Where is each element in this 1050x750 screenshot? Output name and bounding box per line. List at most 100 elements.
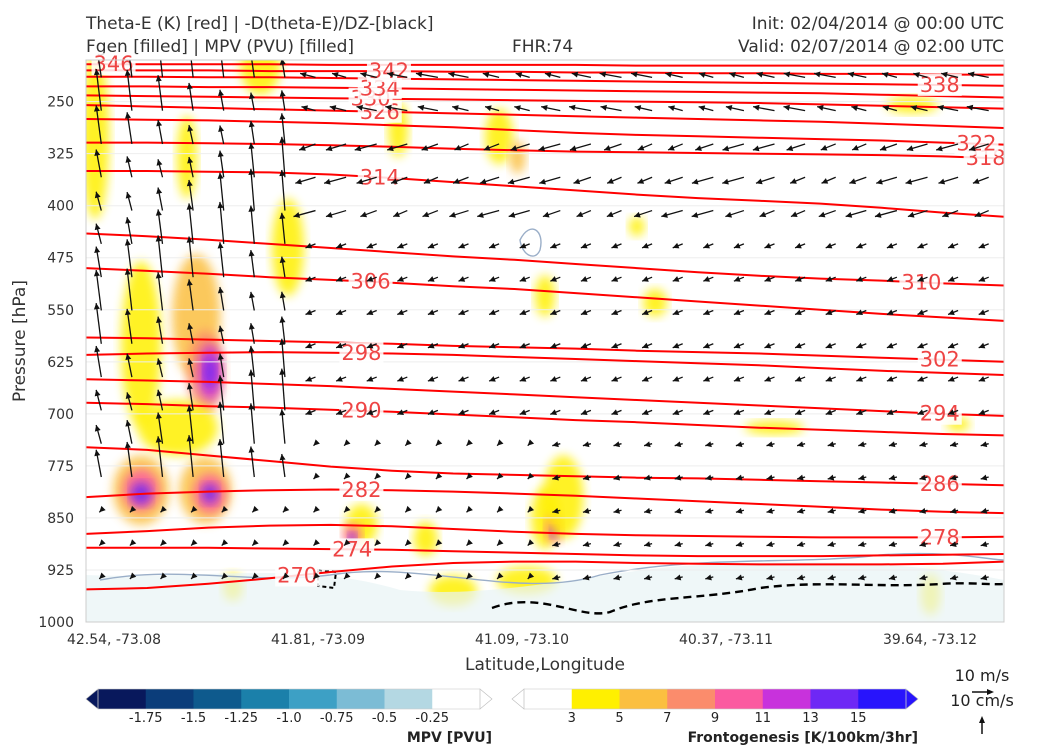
wind-vector-head bbox=[94, 389, 101, 397]
wind-vector-head bbox=[582, 541, 590, 548]
wind-vector-head bbox=[313, 439, 320, 446]
wind-vector-head bbox=[886, 242, 894, 249]
wind-vector-head bbox=[642, 376, 649, 382]
theta-e-label: 310 bbox=[901, 270, 941, 294]
wind-vector-head bbox=[919, 541, 927, 548]
stability-dashed-contour bbox=[491, 582, 1004, 615]
wind-vector-head bbox=[852, 144, 859, 151]
wind-vector-head bbox=[93, 303, 100, 310]
wind-vector-head bbox=[542, 211, 550, 218]
wind-vector-head bbox=[187, 157, 194, 164]
wind-vector-head bbox=[344, 572, 351, 579]
mpv-colorbar-tick: -0.5 bbox=[372, 711, 397, 726]
mpv-colorbar-tick: -1.75 bbox=[129, 711, 163, 726]
wind-vector-head bbox=[249, 53, 255, 59]
wind-vector-head bbox=[186, 383, 193, 390]
wind-vector-head bbox=[124, 441, 131, 449]
wind-vector-head bbox=[489, 309, 496, 316]
theta-e-contour bbox=[86, 401, 1004, 437]
wind-vector-head bbox=[948, 242, 955, 249]
wind-vector-head bbox=[759, 211, 767, 218]
wind-vector-head bbox=[703, 309, 710, 316]
wind-vector-head bbox=[856, 309, 863, 316]
wind-vector-head bbox=[905, 178, 913, 185]
wind-vector-head bbox=[360, 71, 367, 78]
wind-vector-head bbox=[397, 276, 404, 282]
theta-e-label-bg bbox=[899, 271, 944, 294]
wind-vector-head bbox=[479, 178, 487, 185]
wind-vector-head bbox=[827, 441, 835, 448]
wind-vector-head bbox=[752, 145, 760, 152]
wind-vector-head bbox=[582, 474, 590, 481]
wind-vector-head bbox=[637, 144, 645, 151]
wind-vector-head bbox=[186, 203, 193, 210]
wind-vector-head bbox=[672, 409, 680, 415]
wind-vector-head bbox=[703, 409, 710, 415]
wind-vector-head bbox=[550, 376, 557, 382]
wind-vector-head bbox=[191, 505, 198, 513]
wind-vector-head bbox=[733, 376, 741, 382]
wind-vector-head bbox=[851, 105, 858, 112]
wind-vector-head bbox=[466, 572, 473, 579]
wind-vector-head bbox=[160, 572, 167, 579]
wind-vector-head bbox=[344, 472, 351, 479]
wind-vector-head bbox=[876, 178, 883, 185]
mpv-colorbar-min-arrow bbox=[85, 688, 99, 710]
wind-vector-head bbox=[466, 472, 473, 479]
wind-vector-head bbox=[882, 105, 890, 112]
wind-vector-head bbox=[313, 505, 320, 513]
wind-vector-head bbox=[248, 446, 255, 453]
wind-vector-head bbox=[497, 539, 504, 546]
wind-vector-head bbox=[366, 409, 374, 415]
y-tick-label: 1000 bbox=[38, 615, 74, 631]
fgen-colorbar-segment bbox=[715, 689, 764, 709]
wind-vector-head bbox=[279, 368, 286, 375]
wind-vector-head bbox=[917, 342, 925, 349]
wind-vector-head bbox=[705, 541, 712, 548]
wind-vector-head bbox=[279, 90, 286, 97]
wind-vector-head bbox=[950, 507, 957, 514]
wind-vector-head bbox=[248, 369, 255, 376]
wind-vector-head bbox=[93, 270, 100, 277]
wind-vector-head bbox=[279, 454, 286, 461]
wind-vector bbox=[157, 436, 164, 478]
wind-vector-head bbox=[248, 345, 255, 353]
theta-e-label: 314 bbox=[360, 165, 400, 189]
wind-vector-head bbox=[886, 342, 894, 349]
wind-vector-head bbox=[417, 104, 425, 111]
wind-vector-head bbox=[427, 309, 435, 316]
wind-vector-head bbox=[858, 507, 865, 514]
wind-vector-head bbox=[458, 309, 466, 316]
y-tick-label: 925 bbox=[47, 563, 74, 579]
wind-vector-head bbox=[217, 353, 224, 360]
wind-vector bbox=[126, 268, 133, 311]
wind-vector-head bbox=[729, 72, 736, 78]
wind-vector-head bbox=[435, 539, 443, 546]
wind-vector-head bbox=[980, 574, 988, 581]
wind-vector-head bbox=[856, 242, 863, 249]
wind-vector-head bbox=[735, 541, 743, 548]
wind-vector-head bbox=[497, 472, 504, 479]
wind-vector-head bbox=[427, 376, 435, 382]
wind-vector-head bbox=[695, 145, 702, 151]
wind-vector bbox=[95, 303, 102, 344]
wind-vector-head bbox=[300, 71, 307, 78]
wind-vector-head bbox=[856, 342, 863, 349]
theta-e-label-bg bbox=[917, 402, 962, 425]
wind-vector-head bbox=[919, 574, 927, 581]
wind-vector-head bbox=[613, 441, 621, 448]
wind-vector-head bbox=[886, 309, 894, 316]
theta-e-contour bbox=[86, 94, 1004, 110]
wind-vector-head bbox=[218, 125, 225, 132]
wind-vector-head bbox=[827, 474, 835, 481]
wind-vector-head bbox=[797, 507, 804, 514]
wind-vector-head bbox=[856, 409, 863, 415]
x-tick-label: 39.64, -73.12 bbox=[883, 632, 977, 648]
fgen-fill bbox=[271, 198, 304, 296]
wind-vector-head bbox=[948, 409, 955, 415]
init-time: Init: 02/04/2014 @ 00:00 UTC bbox=[751, 14, 1004, 34]
wind-vector-head bbox=[125, 217, 132, 224]
wind-vector-head bbox=[374, 439, 382, 446]
wind-vector-head bbox=[611, 276, 619, 282]
